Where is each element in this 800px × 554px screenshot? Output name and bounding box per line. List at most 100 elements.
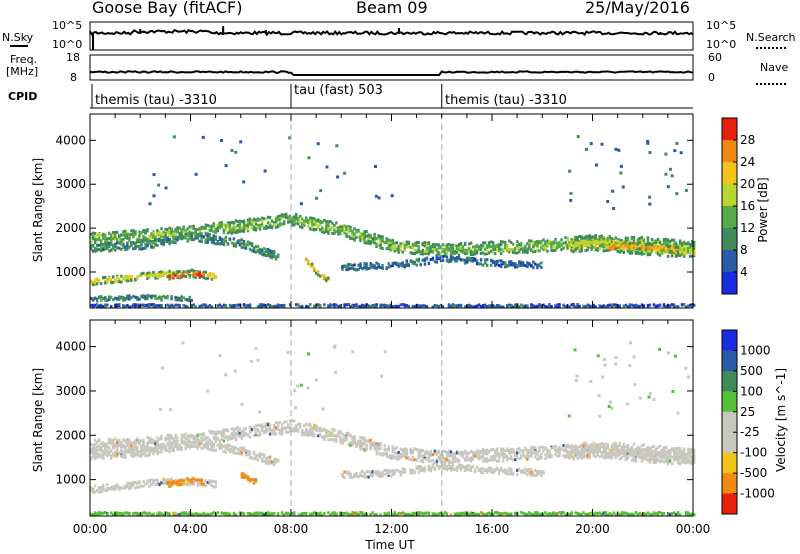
velocity-cell bbox=[622, 442, 625, 446]
velocity-cell bbox=[114, 454, 117, 458]
power-cell bbox=[307, 218, 310, 222]
velocity-cell bbox=[490, 455, 493, 459]
power-cell bbox=[224, 239, 228, 243]
velocity-cell bbox=[693, 448, 696, 452]
power-cell bbox=[108, 278, 111, 282]
velocity-cell bbox=[562, 444, 565, 448]
velocity-cell bbox=[230, 447, 234, 450]
power-cell bbox=[214, 237, 217, 241]
power-cell bbox=[413, 305, 416, 309]
velocity-cell bbox=[246, 452, 250, 456]
power-cell bbox=[190, 226, 193, 230]
power-cell bbox=[417, 247, 420, 250]
velocity-cell bbox=[240, 429, 244, 433]
power-cell bbox=[540, 246, 543, 250]
power-cell bbox=[471, 250, 475, 254]
power-cell bbox=[194, 305, 197, 309]
velocity-cell bbox=[104, 443, 107, 447]
velocity-cell bbox=[514, 451, 517, 455]
velocity-cell bbox=[174, 438, 177, 442]
power-cell bbox=[650, 238, 654, 241]
nave-tick-top: 60 bbox=[708, 51, 722, 64]
velocity-cell bbox=[250, 429, 254, 433]
velocity-cell bbox=[285, 426, 288, 430]
velocity-cell bbox=[518, 447, 521, 450]
velocity-cell bbox=[132, 447, 135, 451]
power-cell bbox=[568, 245, 571, 249]
power-cell bbox=[226, 221, 230, 225]
power-cell bbox=[498, 246, 501, 250]
power-cell bbox=[570, 240, 573, 244]
power-cell bbox=[228, 225, 232, 229]
power-cell bbox=[316, 142, 320, 146]
power-cell bbox=[134, 303, 137, 307]
power-cell bbox=[208, 272, 211, 276]
power-cell bbox=[463, 243, 467, 247]
power-cell bbox=[313, 304, 316, 308]
power-cell bbox=[556, 244, 559, 248]
velocity-cell bbox=[325, 434, 328, 438]
power-cell bbox=[471, 257, 475, 261]
power-cell bbox=[500, 240, 503, 244]
power-cell bbox=[359, 262, 362, 266]
power-cell bbox=[341, 267, 344, 271]
power-cell bbox=[160, 274, 163, 278]
power-cell bbox=[260, 305, 264, 309]
power-cell bbox=[110, 248, 113, 252]
power-cell bbox=[610, 243, 613, 246]
power-cell bbox=[289, 217, 292, 221]
power-cell bbox=[602, 245, 605, 249]
velocity-cell bbox=[272, 424, 276, 427]
power-cell bbox=[632, 304, 636, 308]
velocity-cell bbox=[122, 486, 125, 490]
power-cell bbox=[375, 261, 378, 265]
velocity-cell bbox=[202, 434, 205, 438]
power-cell bbox=[180, 295, 183, 299]
velocity-cell bbox=[614, 443, 617, 447]
velocity-cell bbox=[218, 440, 221, 444]
power-cell bbox=[335, 221, 338, 225]
power-cell bbox=[196, 233, 199, 237]
power-cell bbox=[618, 304, 621, 308]
power-cell bbox=[142, 237, 145, 241]
power-cell bbox=[212, 224, 215, 228]
velocity-cell bbox=[106, 483, 109, 487]
power-cell bbox=[586, 243, 589, 247]
velocity-cell bbox=[610, 448, 613, 452]
velocity-cell bbox=[122, 450, 125, 454]
velocity-cell bbox=[204, 441, 207, 445]
power-cell bbox=[278, 214, 282, 218]
velocity-cell bbox=[258, 433, 262, 437]
power-cell bbox=[323, 276, 326, 280]
velocity-cell bbox=[502, 459, 505, 463]
power-cell bbox=[90, 243, 93, 247]
power-cell bbox=[381, 303, 384, 307]
velocity-cell bbox=[313, 425, 316, 429]
velocity-cell bbox=[146, 481, 149, 485]
velocity-cell bbox=[492, 447, 495, 451]
velocity-cell bbox=[224, 435, 228, 439]
velocity-cell bbox=[150, 438, 153, 442]
velocity-cell bbox=[114, 485, 117, 489]
velocity-cell bbox=[160, 481, 163, 485]
power-cell bbox=[379, 246, 382, 250]
power-cell bbox=[582, 236, 585, 240]
velocity-cell bbox=[150, 449, 153, 453]
power-cell bbox=[407, 245, 410, 249]
velocity-cell bbox=[580, 443, 583, 447]
power-cell bbox=[98, 248, 101, 252]
velocity-cell bbox=[437, 451, 441, 455]
power-cell bbox=[693, 240, 696, 244]
velocity-cell bbox=[114, 451, 117, 455]
power-cell bbox=[98, 236, 101, 240]
power-cell bbox=[500, 263, 503, 267]
velocity-cell bbox=[192, 440, 195, 444]
velocity-cell bbox=[351, 436, 354, 440]
velocity-cell bbox=[439, 460, 443, 464]
power-cell bbox=[490, 304, 493, 308]
power-cell bbox=[120, 295, 123, 299]
power-cell bbox=[650, 248, 654, 252]
velocity-cell bbox=[676, 447, 680, 451]
power-cell bbox=[666, 254, 670, 258]
